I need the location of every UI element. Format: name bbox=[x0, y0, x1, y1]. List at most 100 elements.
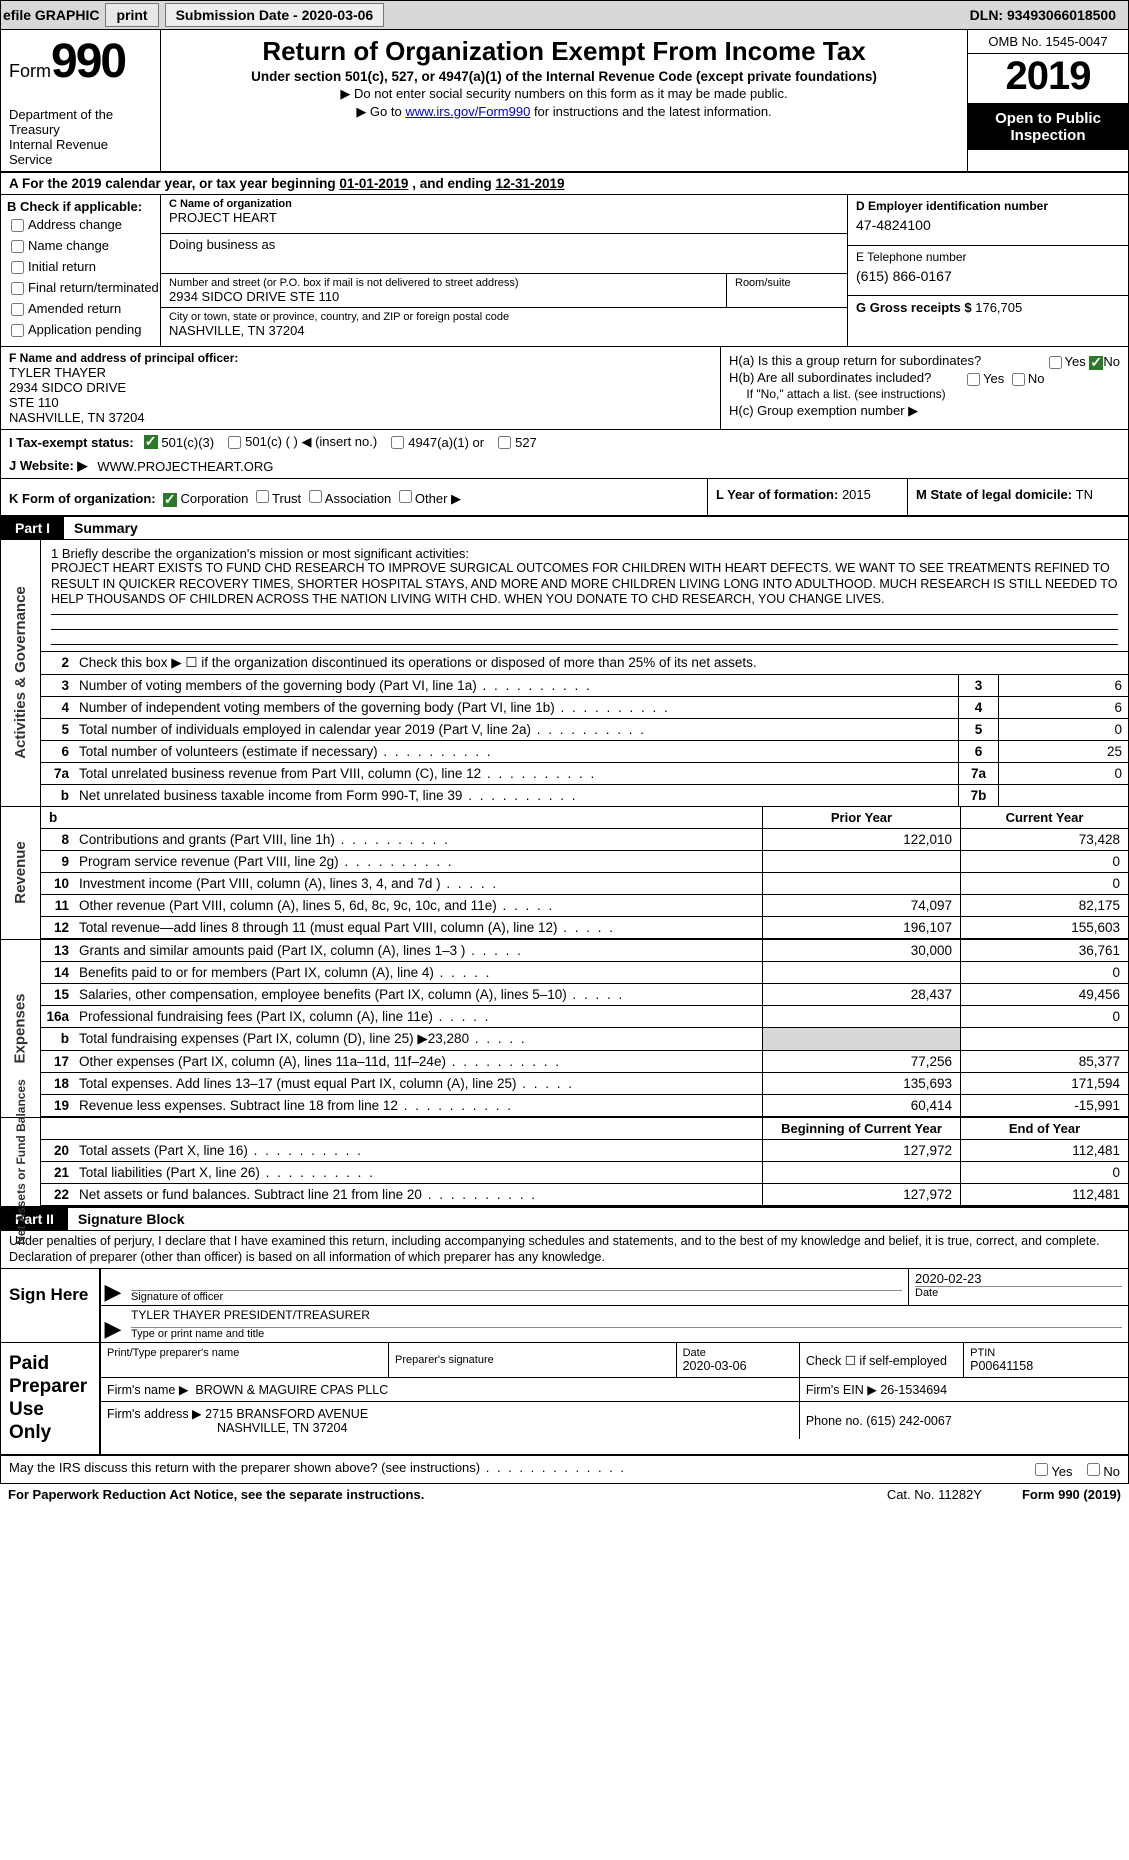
section-h: H(a) Is this a group return for subordin… bbox=[721, 347, 1128, 429]
part1-header: Part I Summary bbox=[0, 517, 1129, 540]
form-header: Form990 Department of the Treasury Inter… bbox=[0, 30, 1129, 173]
summary-row: 18Total expenses. Add lines 13–17 (must … bbox=[41, 1073, 1128, 1095]
part1-title: Summary bbox=[64, 520, 138, 536]
omb-number: OMB No. 1545-0047 bbox=[968, 30, 1128, 54]
city-state-zip: NASHVILLE, TN 37204 bbox=[169, 323, 839, 338]
chk-527[interactable] bbox=[498, 436, 511, 449]
summary-row: 20Total assets (Part X, line 16)127,9721… bbox=[41, 1140, 1128, 1162]
chk-trust[interactable] bbox=[256, 490, 269, 503]
section-k: K Form of organization: Corporation Trus… bbox=[1, 479, 708, 515]
summary-row: 15Salaries, other compensation, employee… bbox=[41, 984, 1128, 1006]
b-label: B Check if applicable: bbox=[7, 199, 154, 214]
street-address: 2934 SIDCO DRIVE STE 110 bbox=[169, 289, 718, 304]
chk-app-pending[interactable]: Application pending bbox=[7, 321, 154, 340]
summary-row: 16aProfessional fundraising fees (Part I… bbox=[41, 1006, 1128, 1028]
h-c: H(c) Group exemption number ▶ bbox=[729, 403, 1120, 419]
footer-center: Cat. No. 11282Y bbox=[847, 1487, 1022, 1502]
gross-receipts-cell: G Gross receipts $ 176,705 bbox=[848, 296, 1128, 346]
summary-row: 5Total number of individuals employed in… bbox=[41, 719, 1128, 741]
hb-yes[interactable] bbox=[967, 373, 980, 386]
chk-501c3[interactable] bbox=[144, 435, 158, 449]
note-ssn: ▶ Do not enter social security numbers o… bbox=[171, 86, 957, 102]
mission-block: 1 Briefly describe the organization's mi… bbox=[41, 540, 1128, 652]
summary-row: bNet unrelated business taxable income f… bbox=[41, 785, 1128, 806]
mission-text: PROJECT HEART EXISTS TO FUND CHD RESEARC… bbox=[51, 561, 1118, 608]
revenue-section: Revenue b Prior Year Current Year 8Contr… bbox=[0, 807, 1129, 940]
print-button[interactable]: print bbox=[105, 3, 158, 27]
summary-row: bTotal fundraising expenses (Part IX, co… bbox=[41, 1028, 1128, 1051]
may-irs-yes[interactable] bbox=[1035, 1463, 1048, 1476]
addr-row: Number and street (or P.O. box if mail i… bbox=[161, 274, 847, 308]
officer-city: NASHVILLE, TN 37204 bbox=[9, 410, 712, 425]
firm-name: BROWN & MAGUIRE CPAS PLLC bbox=[195, 1383, 388, 1397]
paid-preparer-label: Paid Preparer Use Only bbox=[1, 1343, 101, 1454]
section-b-to-g: B Check if applicable: Address change Na… bbox=[0, 195, 1129, 347]
section-d-e-g: D Employer identification number 47-4824… bbox=[848, 195, 1128, 346]
firm-phone: (615) 242-0067 bbox=[866, 1414, 951, 1428]
may-irs-no[interactable] bbox=[1087, 1463, 1100, 1476]
section-c: C Name of organization PROJECT HEART Doi… bbox=[161, 195, 848, 346]
section-m: M State of legal domicile: TN bbox=[908, 479, 1128, 515]
section-b: B Check if applicable: Address change Na… bbox=[1, 195, 161, 346]
summary-row: 3Number of voting members of the governi… bbox=[41, 675, 1128, 697]
ein-cell: D Employer identification number 47-4824… bbox=[848, 195, 1128, 246]
summary-row: 8Contributions and grants (Part VIII, li… bbox=[41, 829, 1128, 851]
summary-row: 10Investment income (Part VIII, column (… bbox=[41, 873, 1128, 895]
footer-right: Form 990 (2019) bbox=[1022, 1487, 1121, 1502]
efile-label: efile GRAPHIC bbox=[3, 7, 99, 23]
footer-left: For Paperwork Reduction Act Notice, see … bbox=[8, 1487, 847, 1502]
revenue-col-header: b Prior Year Current Year bbox=[41, 807, 1128, 829]
chk-name-change[interactable]: Name change bbox=[7, 237, 154, 256]
h-b: H(b) Are all subordinates included? Yes … bbox=[729, 370, 1120, 385]
penalties-text: Under penalties of perjury, I declare th… bbox=[0, 1231, 1129, 1269]
summary-row: 4Number of independent voting members of… bbox=[41, 697, 1128, 719]
org-name-cell: C Name of organization PROJECT HEART bbox=[161, 195, 847, 234]
sign-here-label: Sign Here bbox=[1, 1269, 101, 1342]
phone-value: (615) 866-0167 bbox=[856, 268, 1120, 284]
summary-row: 13Grants and similar amounts paid (Part … bbox=[41, 940, 1128, 962]
chk-4947[interactable] bbox=[391, 436, 404, 449]
form-number: Form990 bbox=[9, 34, 152, 89]
section-i: I Tax-exempt status: 501(c)(3) 501(c) ( … bbox=[0, 430, 1129, 454]
part2-tag: Part II bbox=[1, 1208, 68, 1230]
summary-row: 11Other revenue (Part VIII, column (A), … bbox=[41, 895, 1128, 917]
revenue-label: Revenue bbox=[1, 807, 41, 939]
irs-link[interactable]: www.irs.gov/Form990 bbox=[405, 104, 530, 119]
note-link: ▶ Go to www.irs.gov/Form990 for instruct… bbox=[171, 104, 957, 120]
chk-other[interactable] bbox=[399, 490, 412, 503]
topbar: efile GRAPHIC print Submission Date - 20… bbox=[0, 0, 1129, 30]
chk-amended[interactable]: Amended return bbox=[7, 300, 154, 319]
netassets-col-header: Beginning of Current Year End of Year bbox=[41, 1118, 1128, 1140]
form-title: Return of Organization Exempt From Incom… bbox=[171, 36, 957, 67]
line-a-tax-year: A For the 2019 calendar year, or tax yea… bbox=[0, 173, 1129, 195]
summary-row: 19Revenue less expenses. Subtract line 1… bbox=[41, 1095, 1128, 1117]
mission-label: 1 Briefly describe the organization's mi… bbox=[51, 546, 1118, 561]
h-a: H(a) Is this a group return for subordin… bbox=[729, 353, 1120, 368]
chk-501c[interactable] bbox=[228, 436, 241, 449]
header-left: Form990 Department of the Treasury Inter… bbox=[1, 30, 161, 171]
chk-final-return[interactable]: Final return/terminated bbox=[7, 279, 154, 298]
ha-yes[interactable] bbox=[1049, 356, 1062, 369]
officer-addr1: 2934 SIDCO DRIVE bbox=[9, 380, 712, 395]
section-klm: K Form of organization: Corporation Trus… bbox=[0, 479, 1129, 517]
chk-association[interactable] bbox=[309, 490, 322, 503]
phone-cell: E Telephone number (615) 866-0167 bbox=[848, 246, 1128, 297]
header-center: Return of Organization Exempt From Incom… bbox=[161, 30, 968, 171]
chk-corporation[interactable] bbox=[163, 493, 177, 507]
sig-line-1: ▶ Signature of officer 2020-02-23 Date bbox=[101, 1269, 1128, 1306]
sig-arrow-icon: ▶ bbox=[101, 1306, 125, 1342]
hb-no[interactable] bbox=[1012, 373, 1025, 386]
irs-label: Internal Revenue Service bbox=[9, 137, 152, 167]
org-name: PROJECT HEART bbox=[169, 210, 839, 225]
may-irs-discuss: May the IRS discuss this return with the… bbox=[0, 1456, 1129, 1484]
chk-address-change[interactable]: Address change bbox=[7, 216, 154, 235]
city-cell: City or town, state or province, country… bbox=[161, 308, 847, 346]
page-footer: For Paperwork Reduction Act Notice, see … bbox=[0, 1484, 1129, 1505]
chk-initial-return[interactable]: Initial return bbox=[7, 258, 154, 277]
part2-title: Signature Block bbox=[68, 1211, 185, 1227]
sign-here-block: Sign Here ▶ Signature of officer 2020-02… bbox=[0, 1269, 1129, 1343]
ha-no-checked[interactable] bbox=[1089, 356, 1103, 370]
part2-header: Part II Signature Block bbox=[0, 1208, 1129, 1231]
section-j: J Website: ▶ WWW.PROJECTHEART.ORG bbox=[0, 454, 1129, 479]
netassets-section: Net Assets or Fund Balances Beginning of… bbox=[0, 1118, 1129, 1208]
